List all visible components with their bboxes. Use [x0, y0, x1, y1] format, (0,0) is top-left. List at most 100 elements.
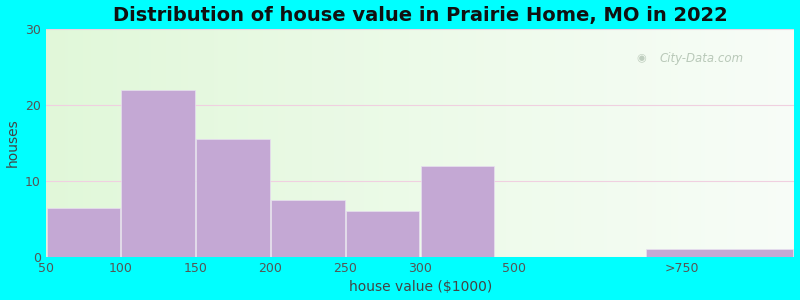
Text: City-Data.com: City-Data.com	[660, 52, 744, 65]
Bar	[241, 29, 244, 257]
Bar	[300, 29, 304, 257]
Bar	[379, 29, 382, 257]
Bar	[413, 29, 417, 257]
Bar	[529, 29, 533, 257]
Bar	[510, 29, 514, 257]
Bar	[734, 29, 738, 257]
Bar	[203, 29, 206, 257]
Bar	[188, 29, 192, 257]
Bar	[326, 29, 330, 257]
Bar	[65, 29, 68, 257]
Bar	[663, 29, 667, 257]
Bar	[746, 29, 750, 257]
Bar	[502, 29, 506, 257]
Bar	[57, 29, 61, 257]
Bar	[114, 29, 117, 257]
Bar	[678, 29, 682, 257]
Title: Distribution of house value in Prairie Home, MO in 2022: Distribution of house value in Prairie H…	[113, 6, 727, 25]
Bar	[611, 29, 614, 257]
Bar	[712, 29, 716, 257]
Bar	[323, 29, 326, 257]
Bar	[458, 29, 462, 257]
Bar	[170, 29, 173, 257]
Bar	[394, 29, 398, 257]
Bar	[480, 29, 484, 257]
Bar	[177, 29, 181, 257]
Bar	[618, 29, 622, 257]
Bar	[278, 29, 282, 257]
Bar	[364, 29, 368, 257]
Bar	[431, 29, 435, 257]
Bar	[435, 29, 439, 257]
Bar	[192, 29, 195, 257]
Bar	[462, 29, 465, 257]
Bar	[237, 29, 241, 257]
Bar	[282, 29, 286, 257]
Bar	[398, 29, 402, 257]
Bar	[716, 29, 719, 257]
Bar	[150, 29, 154, 257]
Bar	[50, 29, 54, 257]
Bar	[409, 29, 413, 257]
Bar	[641, 29, 645, 257]
Bar	[522, 29, 525, 257]
Bar	[270, 29, 274, 257]
Bar	[421, 166, 494, 257]
Bar	[544, 29, 547, 257]
Bar	[581, 29, 585, 257]
Bar	[498, 29, 502, 257]
Bar	[293, 29, 297, 257]
Bar	[536, 29, 540, 257]
Bar	[783, 29, 787, 257]
Bar	[46, 208, 120, 257]
Bar	[402, 29, 405, 257]
Bar	[551, 29, 555, 257]
Bar	[525, 29, 529, 257]
Bar	[727, 29, 731, 257]
Bar	[645, 29, 649, 257]
Bar	[214, 29, 218, 257]
Bar	[622, 29, 626, 257]
Bar	[469, 29, 473, 257]
Bar	[271, 200, 345, 257]
Bar	[346, 29, 349, 257]
Bar	[382, 29, 386, 257]
Bar	[473, 29, 476, 257]
Bar	[315, 29, 319, 257]
Bar	[491, 29, 495, 257]
Bar	[94, 29, 98, 257]
Bar	[259, 29, 263, 257]
Bar	[106, 29, 110, 257]
Text: ◉: ◉	[636, 53, 646, 64]
Bar	[540, 29, 544, 257]
Bar	[757, 29, 761, 257]
Bar	[723, 29, 727, 257]
Bar	[772, 29, 776, 257]
Bar	[442, 29, 446, 257]
Bar	[439, 29, 442, 257]
Bar	[297, 29, 300, 257]
Bar	[667, 29, 671, 257]
Bar	[390, 29, 394, 257]
Bar	[705, 29, 708, 257]
Bar	[450, 29, 454, 257]
Bar	[357, 29, 360, 257]
Bar	[754, 29, 757, 257]
Bar	[558, 29, 562, 257]
Bar	[600, 29, 603, 257]
Bar	[649, 29, 652, 257]
Bar	[578, 29, 581, 257]
Bar	[506, 29, 510, 257]
Bar	[252, 29, 255, 257]
Bar	[154, 29, 158, 257]
Bar	[139, 29, 143, 257]
Bar	[346, 212, 419, 257]
Bar	[476, 29, 480, 257]
Bar	[630, 29, 634, 257]
Bar	[405, 29, 409, 257]
Bar	[338, 29, 342, 257]
Bar	[308, 29, 311, 257]
Bar	[626, 29, 630, 257]
Bar	[424, 29, 428, 257]
Bar	[417, 29, 420, 257]
